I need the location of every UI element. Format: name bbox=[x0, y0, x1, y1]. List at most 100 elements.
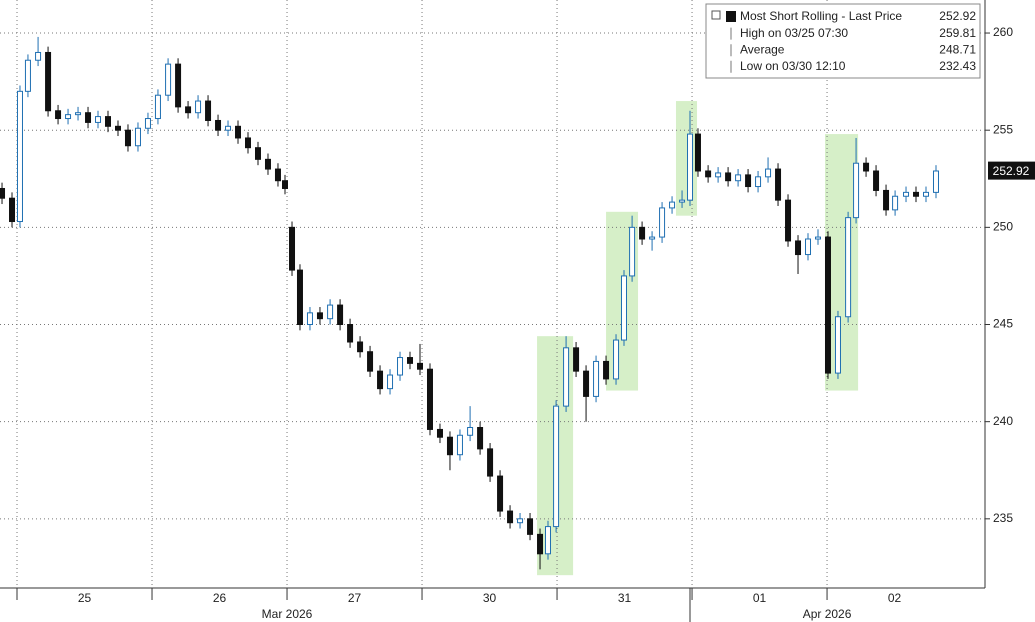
legend-value: 232.43 bbox=[939, 59, 976, 73]
candle-body bbox=[134, 127, 141, 147]
y-tick-label: 240 bbox=[993, 414, 1013, 428]
candle-body bbox=[306, 312, 313, 326]
x-tick-label: 26 bbox=[213, 591, 227, 605]
candle-body bbox=[24, 59, 31, 92]
x-tick-label: 31 bbox=[618, 591, 632, 605]
candle-body bbox=[765, 168, 772, 178]
candle-body bbox=[705, 170, 712, 178]
candle-body bbox=[715, 172, 722, 178]
candle-body bbox=[873, 170, 880, 191]
candle-body bbox=[407, 357, 414, 364]
x-tick-label: 02 bbox=[888, 591, 902, 605]
candle-body bbox=[95, 116, 102, 123]
candle-body bbox=[387, 374, 394, 390]
candle-body bbox=[527, 518, 534, 535]
x-tick-label: 25 bbox=[78, 591, 92, 605]
candle-body bbox=[254, 147, 261, 160]
candle-body bbox=[16, 90, 23, 223]
candle-body bbox=[649, 236, 656, 240]
candle-body bbox=[805, 238, 812, 256]
legend-box bbox=[705, 3, 981, 79]
candle-body bbox=[487, 448, 494, 477]
candle-body bbox=[215, 119, 222, 131]
candle-body bbox=[613, 339, 620, 380]
candle-body bbox=[687, 133, 694, 201]
candle-body bbox=[124, 129, 131, 147]
y-tick-label: 255 bbox=[993, 122, 1013, 136]
candle-body bbox=[316, 312, 323, 320]
legend-label: Average bbox=[740, 42, 785, 56]
candle-body bbox=[553, 405, 560, 528]
candle-body bbox=[185, 106, 192, 114]
candle-body bbox=[105, 116, 112, 127]
candle-body bbox=[426, 368, 433, 430]
candle-body bbox=[45, 51, 52, 112]
candle-body bbox=[436, 428, 443, 438]
candle-body bbox=[775, 168, 782, 201]
x-tick-label: 01 bbox=[753, 591, 767, 605]
candle-body bbox=[75, 112, 82, 116]
candle-body bbox=[367, 351, 374, 372]
candle-body bbox=[923, 191, 930, 197]
last-price-label: 252.92 bbox=[993, 164, 1030, 178]
candle-body bbox=[55, 110, 62, 120]
candle-body bbox=[669, 201, 676, 209]
candle-body bbox=[735, 174, 742, 182]
month-label: Apr 2026 bbox=[803, 607, 852, 621]
candle-body bbox=[327, 304, 334, 320]
candle-body bbox=[195, 100, 202, 114]
legend-label: Low on 03/30 12:10 bbox=[740, 59, 846, 73]
candle-body bbox=[537, 533, 544, 555]
legend-label: High on 03/25 07:30 bbox=[740, 26, 848, 40]
legend-value: 259.81 bbox=[939, 26, 976, 40]
candle-body bbox=[417, 362, 424, 370]
candle-body bbox=[225, 125, 232, 131]
candle-body bbox=[497, 475, 504, 512]
candle-body bbox=[694, 133, 701, 172]
candle-body bbox=[85, 112, 92, 123]
candle-body bbox=[65, 114, 72, 120]
candle-body bbox=[477, 426, 484, 450]
y-tick-label: 235 bbox=[993, 511, 1013, 525]
candle-body bbox=[814, 236, 821, 240]
candle-body bbox=[913, 191, 920, 197]
x-tick-label: 27 bbox=[348, 591, 362, 605]
candle-body bbox=[892, 195, 899, 211]
candle-body bbox=[0, 187, 6, 199]
candle-body bbox=[175, 63, 182, 108]
candle-body bbox=[620, 275, 627, 341]
candle-body bbox=[679, 199, 686, 203]
candle-body bbox=[377, 370, 384, 390]
candle-body bbox=[629, 226, 636, 277]
candle-body bbox=[144, 118, 151, 129]
candle-body bbox=[845, 217, 852, 318]
candle-body bbox=[834, 316, 841, 374]
candle-body bbox=[853, 162, 860, 219]
candle-body bbox=[795, 240, 802, 256]
candle-body bbox=[544, 526, 551, 555]
candle-body bbox=[245, 137, 252, 149]
legend-value: 248.71 bbox=[939, 42, 976, 56]
candle-body bbox=[583, 370, 590, 397]
candle-body bbox=[446, 436, 453, 456]
candle-body bbox=[745, 174, 752, 188]
candle-body bbox=[563, 347, 570, 407]
legend: Most Short Rolling - Last Price 252.92 Hig… bbox=[705, 3, 981, 79]
candle-body bbox=[639, 226, 646, 240]
candle-body bbox=[397, 357, 404, 376]
candle-body bbox=[281, 180, 288, 189]
legend-icon bbox=[711, 10, 721, 20]
candle-body bbox=[357, 341, 364, 353]
candle-body bbox=[274, 168, 281, 182]
candle-body bbox=[785, 199, 792, 242]
candle-body bbox=[337, 304, 344, 326]
x-tick-label: 30 bbox=[483, 591, 497, 605]
candle-body bbox=[824, 236, 831, 374]
candle-body bbox=[9, 197, 16, 223]
highlight-box bbox=[675, 101, 698, 216]
candle-body bbox=[755, 176, 762, 188]
candle-body bbox=[659, 207, 666, 238]
y-tick-label: 250 bbox=[993, 220, 1013, 234]
month-label: Mar 2026 bbox=[262, 607, 313, 621]
